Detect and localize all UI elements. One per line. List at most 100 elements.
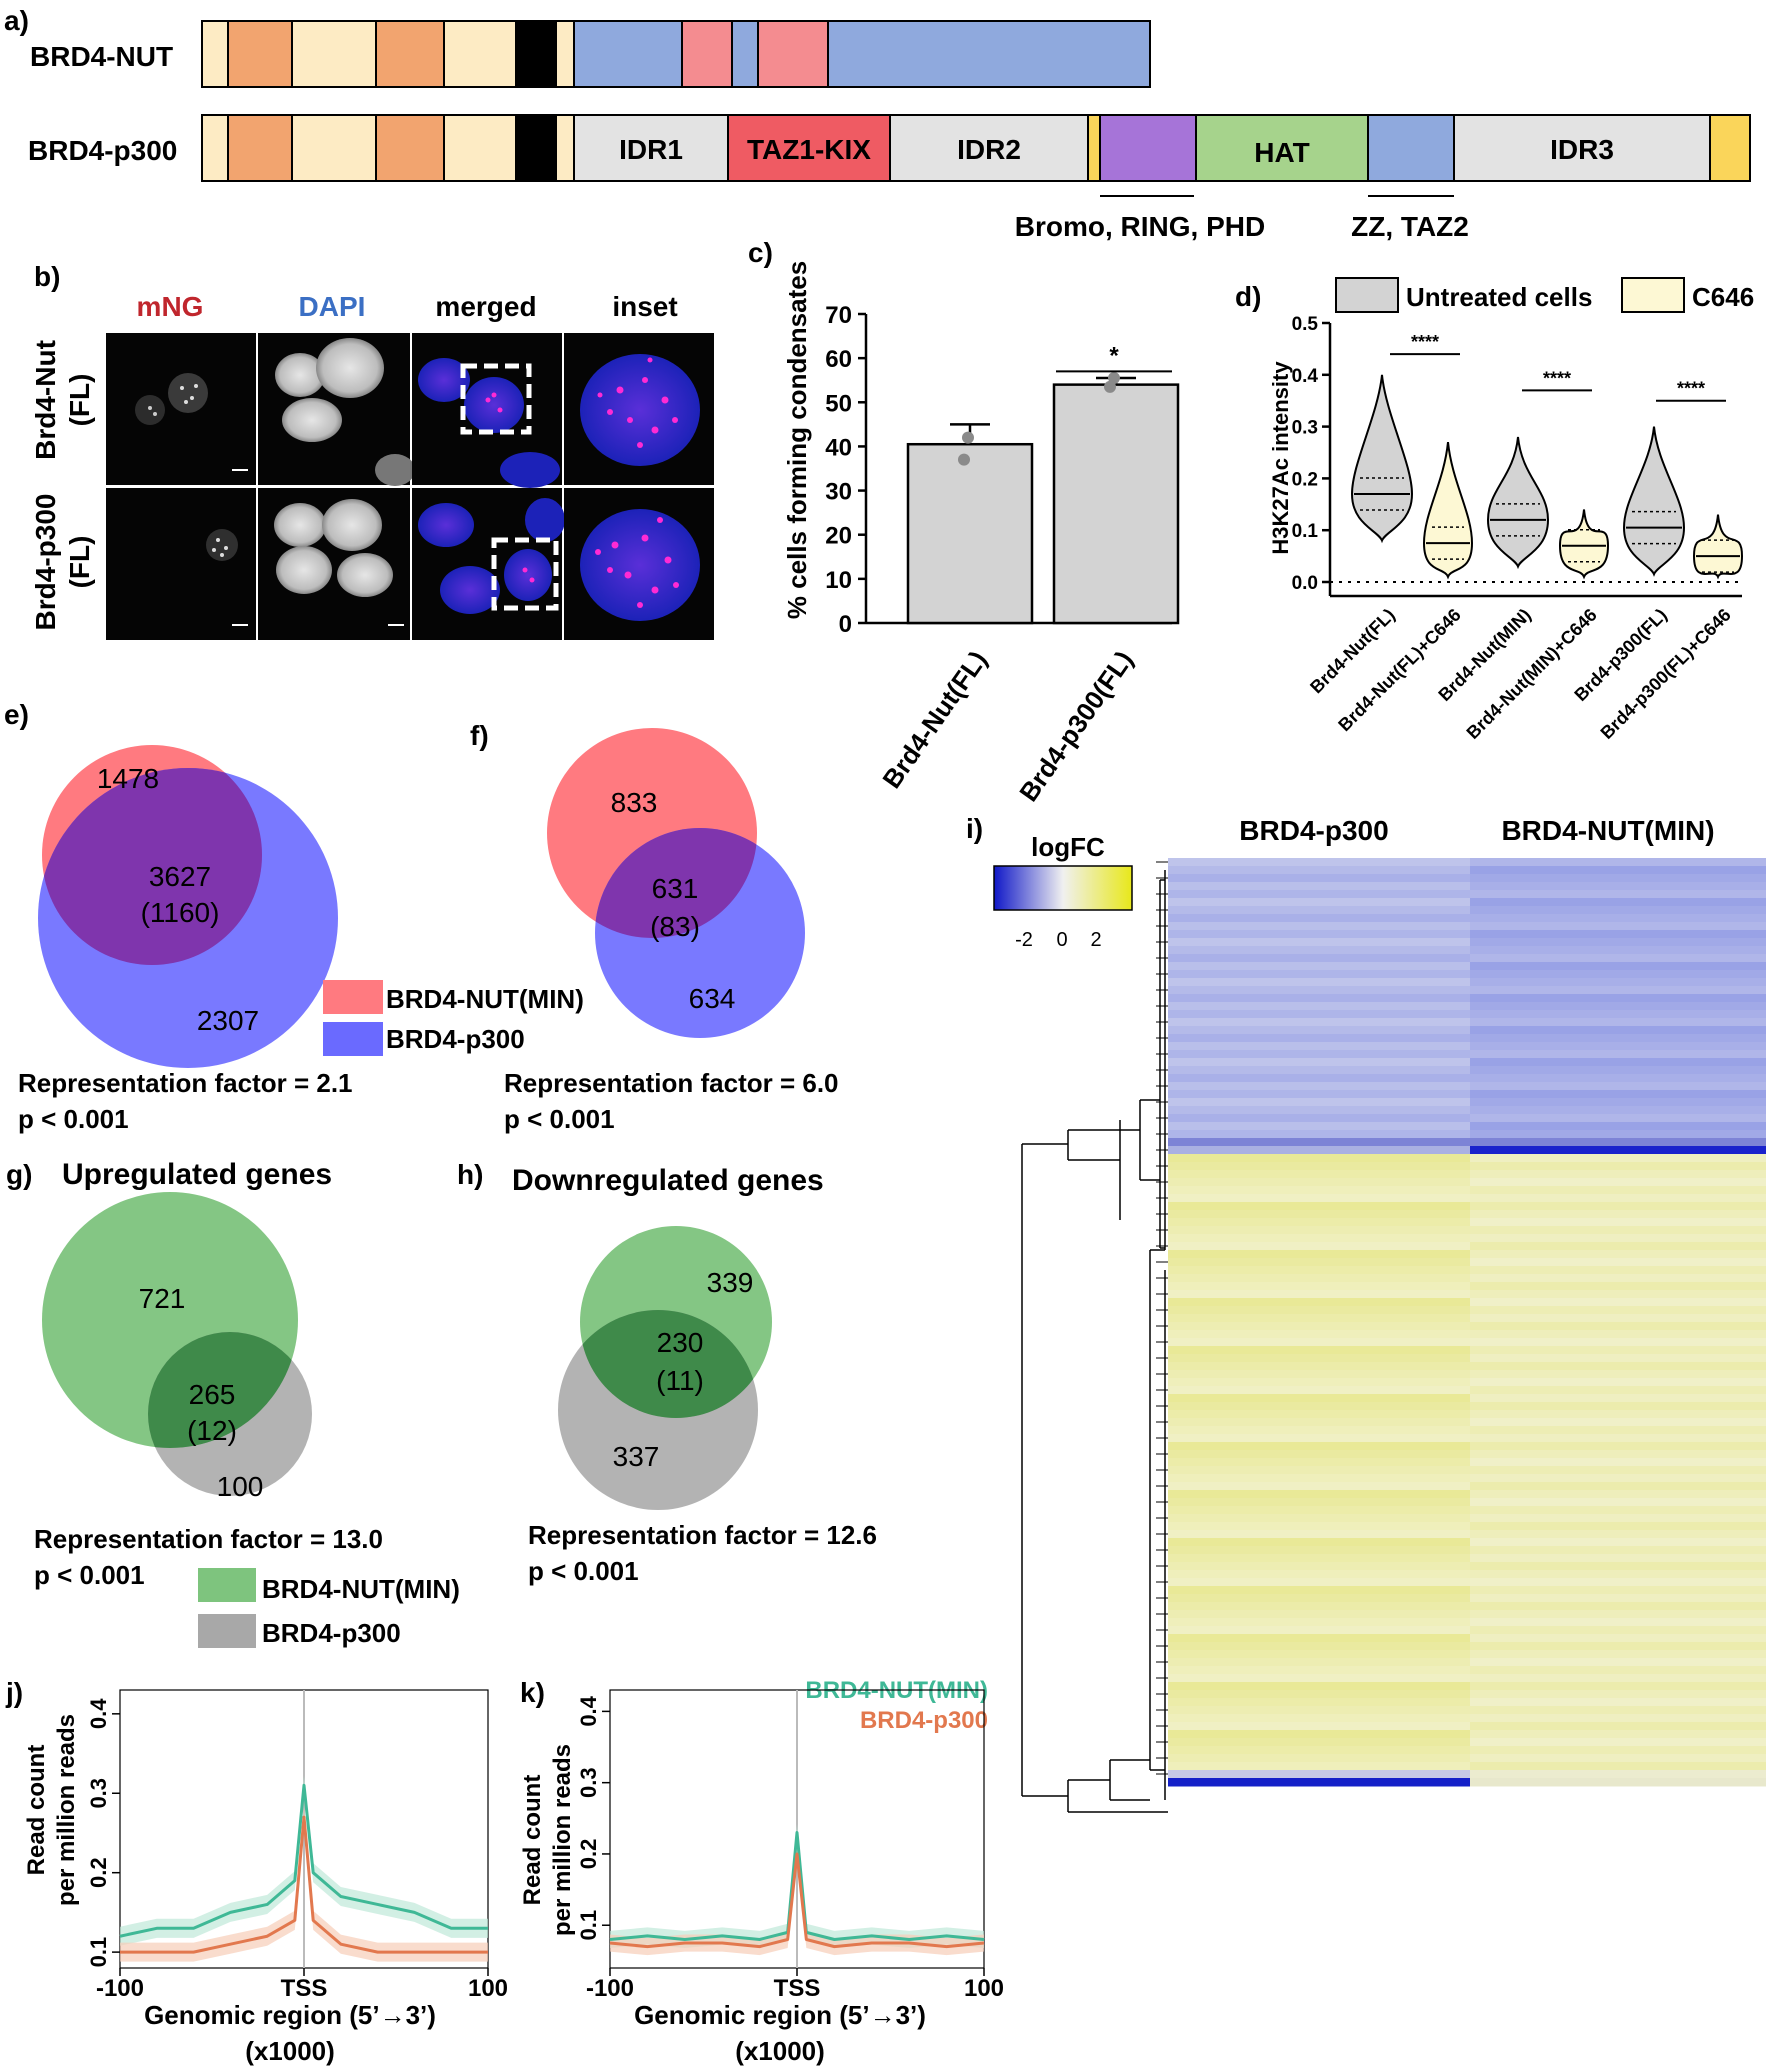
venn-count-only-p300: 634 — [689, 983, 736, 1014]
heatmap-cell — [1168, 1698, 1470, 1707]
domain-segment — [681, 20, 733, 88]
heatmap-cell — [1470, 1306, 1766, 1315]
heatmap-cell — [1470, 1362, 1766, 1371]
venn-count-only-nut: 721 — [139, 1283, 186, 1314]
x-tick-label: Brd4-p300(FL)+C646 — [1597, 605, 1735, 743]
heatmap-cell — [1168, 898, 1470, 907]
heatmap-cell — [1470, 1058, 1766, 1067]
heatmap-cell — [1470, 1442, 1766, 1451]
violin — [1558, 509, 1610, 580]
heatmap-cell — [1470, 1514, 1766, 1523]
heatmap-cell — [1470, 994, 1766, 1003]
heatmap-cell — [1168, 1258, 1470, 1267]
heatmap-cell — [1168, 874, 1470, 883]
panel-label-e: e) — [4, 699, 29, 730]
heatmap-cell — [1470, 1194, 1766, 1203]
heatmap-cell — [1168, 1586, 1470, 1595]
heatmap-cell — [1168, 1594, 1470, 1603]
y-tick-label: 0.4 — [1292, 366, 1319, 387]
heatmap-cell — [1168, 1210, 1470, 1219]
heatmap-cell — [1470, 1666, 1766, 1675]
heatmap-cell — [1168, 1434, 1470, 1443]
heatmap-cell — [1470, 938, 1766, 947]
panel-d-violin-chart: d) Untreated cells C646 H3K27Ac intensit… — [1235, 277, 1754, 743]
heatmap-cell — [1470, 1778, 1766, 1787]
representation-factor-h: Representation factor = 12.6 — [528, 1520, 877, 1550]
row-label-brd4-p300: Brd4-p300 — [30, 494, 61, 631]
x-tick-label: Brd4-Nut(FL)+C646 — [1334, 605, 1464, 735]
construct-label-brd4-p300: BRD4-p300 — [28, 135, 177, 166]
series-line — [120, 1815, 488, 1954]
heatmap-cell — [1168, 1738, 1470, 1747]
panel-label-k: k) — [520, 1677, 545, 1708]
heatmap-cell — [1168, 1362, 1470, 1371]
heatmap-cell — [1168, 1346, 1470, 1355]
data-point — [958, 453, 970, 466]
heatmap-cell — [1168, 1218, 1470, 1227]
y-tick-label: 0.0 — [1292, 573, 1318, 594]
panel-g-venn: g) Upregulated genes 721 265 (12) 100 Re… — [6, 1158, 460, 1648]
heatmap-cell — [1168, 1658, 1470, 1667]
heatmap-cell — [1470, 1434, 1766, 1443]
heatmap-cell — [1168, 1690, 1470, 1699]
domain-segment — [443, 20, 517, 88]
legend-swatch-brd4-nut-min — [323, 980, 383, 1014]
y-axis-label-line1: Read count — [23, 1745, 50, 1876]
domain-segment — [1709, 114, 1751, 182]
heatmap-cell — [1470, 1282, 1766, 1291]
heatmap-cell — [1470, 1594, 1766, 1603]
heatmap-cell — [1470, 1554, 1766, 1563]
column-label-mng: mNG — [137, 291, 204, 322]
venn-count-overlap: 230 — [657, 1327, 704, 1358]
heatmap-cell — [1470, 1570, 1766, 1579]
heatmap-cell — [1470, 1250, 1766, 1259]
heatmap-cell — [1470, 1258, 1766, 1267]
heatmap-cell — [1168, 1610, 1470, 1619]
confidence-band — [610, 1845, 984, 1956]
domain-segment — [291, 114, 377, 182]
heatmap-cell — [1470, 1706, 1766, 1715]
heatmap-cell — [1168, 1378, 1470, 1387]
heatmap-cell — [1470, 1050, 1766, 1059]
heatmap-cell — [1470, 1186, 1766, 1195]
data-point — [962, 431, 974, 444]
heatmap-cell — [1168, 882, 1470, 891]
y-tick-label: 0.4 — [576, 1695, 601, 1726]
domain-label-idr1: IDR1 — [619, 134, 683, 165]
heatmap-cell — [1470, 1474, 1766, 1483]
panel-b: b) mNG DAPI merged inset Brd4-Nut (FL) B… — [30, 261, 714, 640]
heatmap-cell — [1470, 890, 1766, 899]
heatmap-cell — [1470, 1682, 1766, 1691]
heatmap-cell — [1168, 1250, 1470, 1259]
heatmap-cell — [1168, 1778, 1470, 1787]
heatmap-cell — [1470, 1762, 1766, 1771]
heatmap-cell — [1168, 946, 1470, 955]
heatmap-cell — [1470, 1226, 1766, 1235]
domain-idr2 — [889, 114, 1089, 182]
y-tick-label: 0 — [839, 611, 852, 638]
y-axis-label: H3K27Ac intensity — [1268, 361, 1293, 555]
heatmap-cell — [1168, 1522, 1470, 1531]
heatmap-cell — [1470, 1274, 1766, 1283]
heatmap-cell — [1168, 1002, 1470, 1011]
heatmap-cell — [1168, 1538, 1470, 1547]
heatmap-cell — [1470, 1138, 1766, 1147]
venn-count-only-nut: 339 — [707, 1267, 754, 1298]
construct-label-brd4-nut: BRD4-NUT — [30, 41, 173, 72]
heatmap-cell — [1470, 1106, 1766, 1115]
heatmap-cell — [1470, 1082, 1766, 1091]
domain-segment — [201, 20, 229, 88]
micrograph-dapi-row2 — [258, 488, 410, 640]
heatmap-cell — [1470, 1522, 1766, 1531]
heatmap-cell — [1470, 1162, 1766, 1171]
heatmap-cell — [1470, 1090, 1766, 1099]
y-axis-label: % cells forming condensates — [782, 261, 812, 619]
heatmap-cell — [1168, 1730, 1470, 1739]
heatmap-cell — [1470, 1178, 1766, 1187]
heatmap-cell — [1168, 1402, 1470, 1411]
heatmap-cell — [1168, 1418, 1470, 1427]
x-axis-label-line1: Genomic region (5’→3’) — [144, 2000, 436, 2030]
representation-factor-f: Representation factor = 6.0 — [504, 1068, 839, 1098]
column-label-merged: merged — [435, 291, 536, 322]
domain-idr3 — [1453, 114, 1711, 182]
